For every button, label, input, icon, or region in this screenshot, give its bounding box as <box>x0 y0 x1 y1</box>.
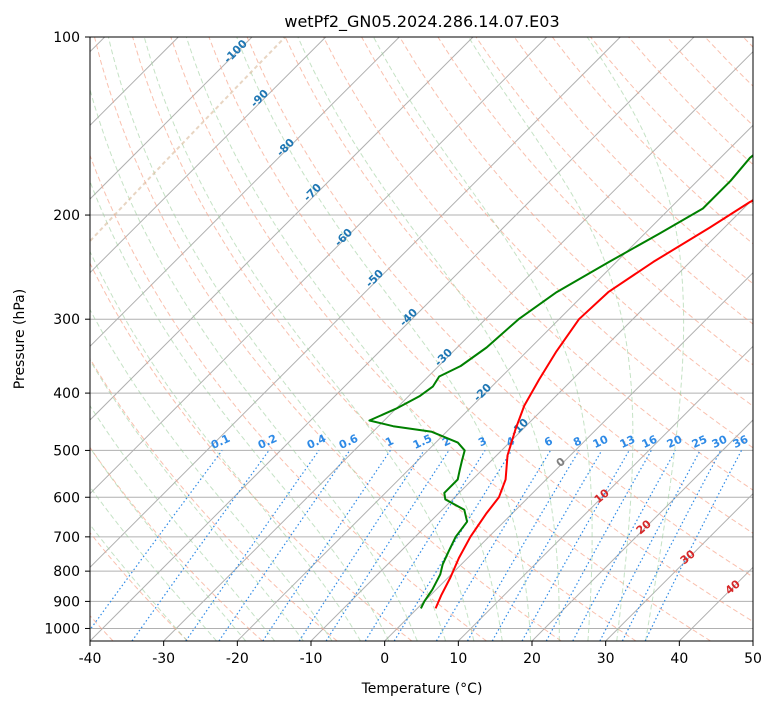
y-tick-label: 900 <box>53 594 80 610</box>
mixing-ratio-line <box>325 450 450 641</box>
y-tick-label: 1000 <box>44 621 80 637</box>
x-tick-label: -30 <box>152 651 175 667</box>
x-tick-label: 30 <box>597 651 615 667</box>
moist-adiabat-line <box>143 37 475 641</box>
isotherm-line <box>457 345 753 641</box>
isotherm-line <box>163 50 753 641</box>
mixing-ratio-line <box>131 450 270 641</box>
mixing-ratio-line <box>572 450 677 641</box>
moist-adiabat-line <box>90 250 362 641</box>
mixing-ratio-line <box>218 450 351 641</box>
mixing-ratio-label: 16 <box>640 433 660 451</box>
x-tick-label: -10 <box>300 651 323 667</box>
x-tick-label: 0 <box>380 651 389 667</box>
moist-adiabat-line <box>90 180 390 641</box>
mixing-ratio-line <box>185 450 320 641</box>
dry-adiabat-line <box>246 37 753 578</box>
isotherm-line <box>90 37 621 569</box>
mixing-ratio-label: 10 <box>591 433 611 451</box>
dry-adiabat-line <box>399 37 753 407</box>
moist-adiabat-line <box>90 446 247 641</box>
dry-adiabat-line <box>90 262 413 641</box>
moist-adiabat-line <box>297 37 560 641</box>
mixing-ratio-line <box>644 450 743 641</box>
y-tick-label: 800 <box>53 564 80 580</box>
dry-adiabat-line <box>513 37 753 285</box>
dry-adiabat-line <box>322 37 753 491</box>
x-tick-label: 20 <box>523 651 541 667</box>
mixing-ratio-label: 20 <box>665 433 685 451</box>
x-tick-label: 50 <box>744 651 762 667</box>
x-axis-title: Temperature (°C) <box>361 681 483 697</box>
dry-adiabat-line <box>208 37 753 623</box>
x-tick-label: 10 <box>449 651 467 667</box>
isotherm-line <box>90 37 327 274</box>
dry-adiabat-line <box>170 37 711 641</box>
mixing-ratio-label: 36 <box>731 433 751 451</box>
y-tick-label: 100 <box>53 30 80 46</box>
isotherm-line <box>90 37 548 495</box>
isotherm-line <box>90 37 400 348</box>
mixing-ratio-line <box>393 450 513 641</box>
y-tick-label: 300 <box>53 312 80 328</box>
plot-frame <box>89 36 754 642</box>
mixing-ratio-line <box>621 450 722 641</box>
isotherm-line <box>531 419 753 641</box>
y-tick-label: 400 <box>53 386 80 402</box>
x-tick-label: 40 <box>670 651 688 667</box>
y-tick-label: 500 <box>53 443 80 459</box>
dry-adiabat-line <box>132 37 637 641</box>
dewpoint-profile-line <box>368 154 753 609</box>
mixing-ratio-label: 30 <box>710 433 730 451</box>
moist-adiabat-line <box>90 308 333 641</box>
mixing-ratio-label: 25 <box>690 433 709 451</box>
isotherm-line <box>236 124 753 641</box>
moist-adiabat-line <box>373 37 593 641</box>
mixing-ratio-line <box>521 450 630 641</box>
dry-adiabat-line <box>437 37 753 366</box>
mixing-ratio-line <box>262 450 391 641</box>
chart-title: wetPf2_GN05.2024.286.14.07.E03 <box>284 12 559 32</box>
isotherm-line <box>90 37 474 421</box>
x-tick-label: -40 <box>79 651 102 667</box>
moist-adiabat-line <box>236 37 532 641</box>
moist-adiabat-line <box>586 37 685 641</box>
moist-adiabat-line <box>107 37 446 641</box>
mixing-ratio-label: 13 <box>618 433 637 451</box>
temperature-profile-line <box>434 199 753 609</box>
isotherm-line <box>605 492 753 641</box>
y-axis-title: Pressure (hPa) <box>12 289 28 389</box>
isotherm-line <box>384 271 753 641</box>
y-tick-label: 600 <box>53 490 80 506</box>
dry-adiabat-line <box>90 357 338 641</box>
mixing-ratio-line <box>90 450 223 631</box>
moist-adiabat-line <box>185 37 503 641</box>
y-tick-label: 200 <box>53 208 80 224</box>
mixing-ratio-line <box>298 450 425 641</box>
dry-adiabat-line <box>90 446 263 641</box>
mixing-ratio-line <box>545 450 652 641</box>
x-tick-label: -20 <box>226 651 249 667</box>
moist-adiabat-line <box>90 404 275 641</box>
dry-adiabat-line <box>90 531 189 641</box>
dry-adiabat-line <box>90 154 487 641</box>
isotherm-line <box>90 37 253 200</box>
y-tick-label: 700 <box>53 530 80 546</box>
dry-adiabat-line <box>94 37 562 641</box>
